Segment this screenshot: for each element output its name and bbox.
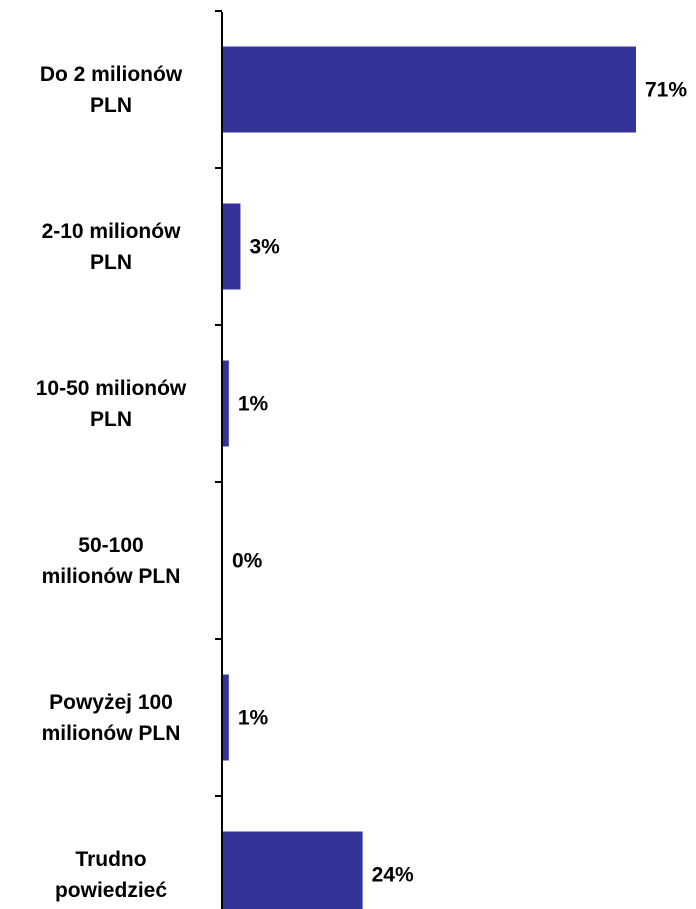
- category-label: PLN: [90, 408, 132, 431]
- bar: [223, 831, 363, 909]
- category-label: Do 2 milionów: [40, 63, 183, 86]
- bar: [223, 46, 636, 133]
- category-label: 2-10 milionów: [42, 220, 182, 243]
- category-labels: Do 2 milionów PLN 2-10 milionów PLN 10-50 mi…: [36, 63, 187, 902]
- category-label: Powyżej 100: [49, 691, 173, 714]
- category-label: 50-100: [78, 534, 143, 557]
- value-label: 1%: [238, 707, 269, 730]
- category-label: milionów PLN: [42, 722, 181, 745]
- value-label: 1%: [238, 393, 269, 416]
- value-labels: 71% 3% 1% 0% 1% 24%: [232, 79, 687, 887]
- category-label: PLN: [90, 94, 132, 117]
- category-label: PLN: [90, 251, 132, 274]
- bar: [223, 674, 229, 761]
- value-label: 3%: [249, 236, 280, 259]
- category-label: 10-50 milionów: [36, 377, 187, 400]
- y-axis-ticks: [215, 10, 222, 797]
- bars-group: [223, 46, 636, 909]
- bar: [223, 203, 241, 290]
- category-label: Trudno: [75, 848, 146, 871]
- bar: [223, 360, 229, 447]
- category-label: milionów PLN: [42, 565, 181, 588]
- value-label: 0%: [232, 550, 263, 573]
- category-label: powiedzieć: [55, 879, 167, 902]
- value-label: 24%: [372, 864, 414, 887]
- value-label: 71%: [645, 79, 687, 102]
